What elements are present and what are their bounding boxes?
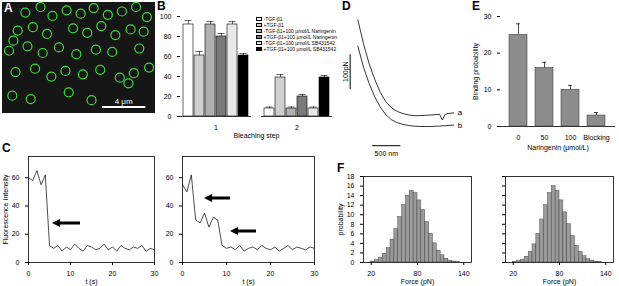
svg-text:60: 60: [12, 174, 20, 181]
html-text:D: D: [342, 0, 351, 13]
svg-text:8: 8: [351, 221, 355, 228]
svg-text:80: 80: [414, 270, 422, 277]
html-text:+TGF-β1+100 μmol/L SB431542: +TGF-β1+100 μmol/L SB431542: [263, 46, 337, 52]
html-text:E: E: [472, 0, 480, 13]
svg-text:500 nm: 500 nm: [375, 150, 399, 157]
svg-text:0: 0: [351, 259, 355, 266]
svg-text:100pN: 100pN: [342, 61, 350, 82]
svg-text:probability: probability: [337, 203, 345, 235]
svg-text:10: 10: [223, 270, 231, 277]
svg-text:t (s): t (s): [85, 278, 97, 286]
html-text:A: A: [4, 1, 13, 15]
svg-text:140: 140: [458, 270, 470, 277]
svg-text:4 μm: 4 μm: [115, 97, 133, 106]
svg-text:60: 60: [164, 53, 172, 60]
svg-text:0: 0: [517, 134, 521, 141]
html-text:-TGF-β1+100 μmol/L SB431542: -TGF-β1+100 μmol/L SB431542: [263, 40, 335, 46]
svg-text:a: a: [458, 108, 463, 117]
svg-text:Force (pN): Force (pN): [543, 278, 576, 286]
html-text:+TGF-β1+100 μmol/L Naringenin: +TGF-β1+100 μmol/L Naringenin: [263, 34, 337, 40]
svg-text:0: 0: [170, 259, 174, 266]
svg-text:20: 20: [484, 49, 492, 56]
svg-text:100: 100: [565, 134, 577, 141]
svg-text:80: 80: [164, 33, 172, 40]
html-text:-TGF-β1: -TGF-β1: [263, 16, 283, 22]
svg-text:30: 30: [311, 270, 319, 277]
svg-text:40: 40: [12, 202, 20, 209]
svg-text:20: 20: [267, 270, 275, 277]
svg-text:20: 20: [509, 270, 517, 277]
svg-text:100: 100: [160, 13, 172, 20]
svg-text:18: 18: [347, 173, 355, 180]
svg-text:80: 80: [556, 270, 564, 277]
svg-text:Binding probability: Binding probability: [472, 42, 480, 100]
html-text:C: C: [2, 141, 11, 155]
svg-text:140: 140: [600, 270, 612, 277]
svg-text:0: 0: [27, 270, 31, 277]
svg-text:2: 2: [351, 249, 355, 256]
svg-text:12: 12: [347, 201, 355, 208]
svg-text:10: 10: [347, 211, 355, 218]
svg-text:Bleaching step: Bleaching step: [234, 132, 280, 140]
svg-text:30: 30: [484, 13, 492, 20]
svg-text:0: 0: [488, 123, 492, 130]
svg-text:16: 16: [347, 182, 355, 189]
svg-text:0: 0: [16, 259, 20, 266]
svg-text:1: 1: [214, 124, 218, 131]
svg-text:20: 20: [367, 270, 375, 277]
html-text:B: B: [157, 0, 166, 13]
svg-text:60: 60: [166, 174, 174, 181]
svg-text:Blocking: Blocking: [583, 134, 610, 142]
svg-text:0: 0: [168, 113, 172, 120]
svg-text:10: 10: [67, 270, 75, 277]
svg-text:Fluorescence Intensity: Fluorescence Intensity: [2, 174, 10, 245]
svg-text:20: 20: [12, 230, 20, 237]
svg-text:30: 30: [151, 270, 159, 277]
svg-text:20: 20: [166, 230, 174, 237]
svg-text:Force (pN): Force (pN): [401, 278, 434, 286]
html-text:+TGF-β1: +TGF-β1: [263, 22, 284, 28]
html-text:F: F: [337, 161, 345, 175]
svg-text:0: 0: [181, 270, 185, 277]
svg-text:Naringenin (μmol/L): Naringenin (μmol/L): [527, 144, 589, 152]
svg-text:10: 10: [484, 86, 492, 93]
svg-text:50: 50: [541, 134, 549, 141]
svg-text:20: 20: [164, 93, 172, 100]
svg-text:4: 4: [351, 240, 355, 247]
svg-text:40: 40: [166, 202, 174, 209]
svg-text:6: 6: [351, 230, 355, 237]
svg-text:20: 20: [109, 270, 117, 277]
svg-text:40: 40: [164, 73, 172, 80]
svg-text:14: 14: [347, 192, 355, 199]
svg-text:2: 2: [295, 124, 299, 131]
html-text:-TGF-β1+100 μmol/L Naringenin: -TGF-β1+100 μmol/L Naringenin: [263, 28, 336, 34]
svg-text:t (s): t (s): [242, 278, 254, 286]
svg-text:b: b: [458, 121, 463, 130]
